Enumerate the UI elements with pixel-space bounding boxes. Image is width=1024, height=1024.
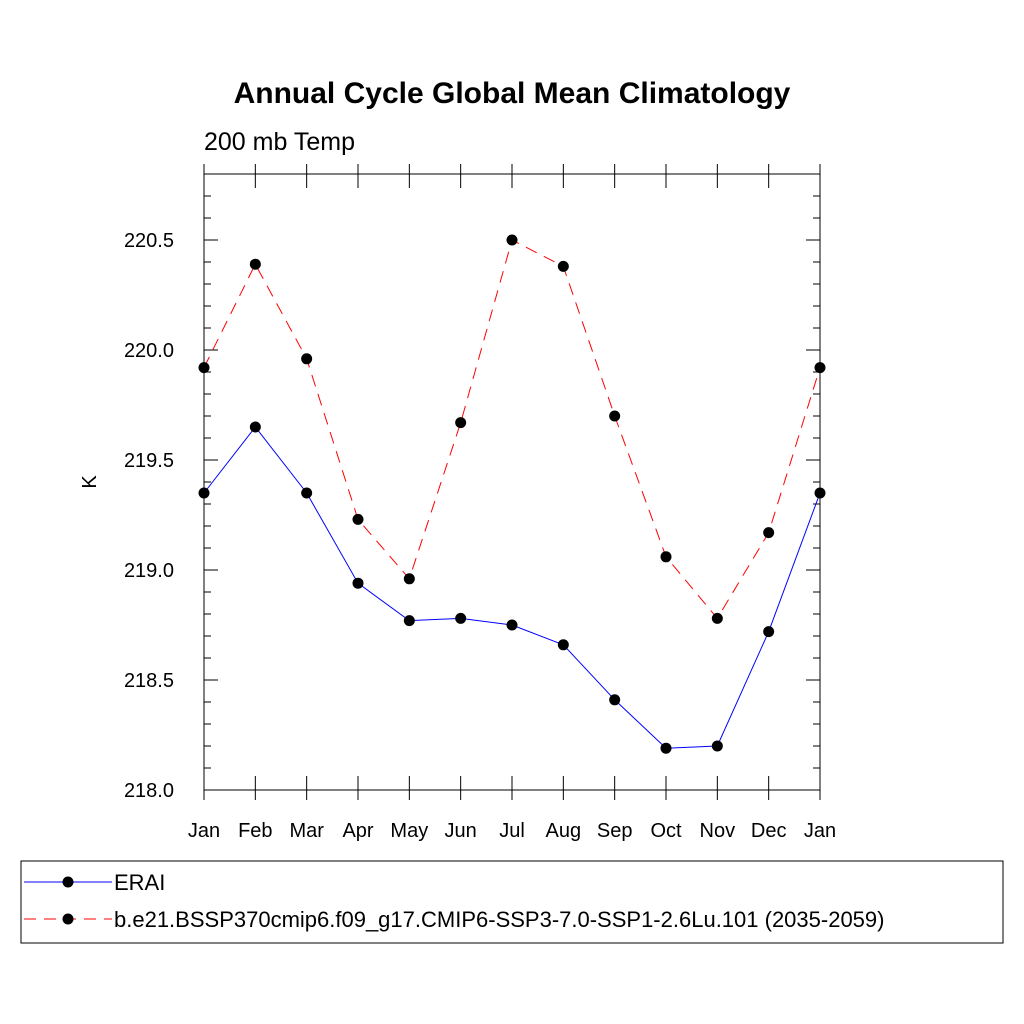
y-tick-label: 218.5 — [124, 670, 174, 692]
data-point-erai — [403, 615, 415, 627]
data-point-erai — [249, 421, 261, 433]
x-tick-label: Apr — [342, 820, 373, 842]
plot-frame — [203, 173, 821, 791]
data-point-erai — [557, 639, 569, 651]
series-layer — [198, 234, 826, 754]
series-line-erai — [203, 426, 821, 749]
data-point-erai — [660, 742, 672, 754]
legend-marker-erai — [62, 876, 74, 888]
chart-title: Annual Cycle Global Mean Climatology — [234, 77, 791, 110]
x-tick-label: Jan — [804, 820, 836, 842]
data-point-erai — [763, 626, 775, 638]
data-point-model — [403, 573, 415, 585]
legend-box — [20, 860, 1004, 944]
legend-marker-model — [62, 913, 74, 925]
data-point-erai — [455, 612, 467, 624]
chart-subtitle: 200 mb Temp — [204, 128, 355, 156]
y-tick-label: 219.5 — [124, 450, 174, 472]
y-tick-label: 219.0 — [124, 560, 174, 582]
data-point-erai — [301, 487, 313, 499]
data-point-erai — [352, 577, 364, 589]
legend: ERAI b.e21.BSSP370cmip6.f09_g17.CMIP6-SS… — [20, 860, 1004, 944]
x-tick-label: Nov — [700, 820, 736, 842]
data-point-model — [660, 551, 672, 563]
x-tick-label: Oct — [650, 820, 682, 842]
x-tick-label: Feb — [238, 820, 272, 842]
data-point-model — [557, 260, 569, 272]
data-point-erai — [609, 694, 621, 706]
x-tick-label: Jul — [499, 820, 525, 842]
data-point-model — [711, 612, 723, 624]
legend-label-erai: ERAI — [114, 870, 165, 895]
data-point-erai — [506, 619, 518, 631]
data-point-model — [763, 527, 775, 539]
data-point-model — [249, 258, 261, 270]
data-point-erai — [814, 487, 826, 499]
data-point-model — [814, 362, 826, 374]
y-axis-label: K — [79, 475, 101, 489]
x-tick-label: Dec — [751, 820, 787, 842]
data-point-model — [609, 410, 621, 422]
axes: 218.0 218.5 219.0 219.5 220.0 220.5 Jan Feb Mar A… — [124, 164, 836, 842]
legend-label-model: b.e21.BSSP370cmip6.f09_g17.CMIP6-SSP3-7.… — [114, 907, 884, 932]
data-point-model — [352, 513, 364, 525]
data-point-erai — [198, 487, 210, 499]
x-tick-label: May — [390, 820, 428, 842]
x-tick-label: Sep — [597, 820, 633, 842]
data-point-model — [301, 353, 313, 365]
data-point-model — [506, 234, 518, 246]
y-tick-label: 220.0 — [124, 340, 174, 362]
data-point-erai — [711, 740, 723, 752]
series-line-model — [203, 239, 821, 620]
x-tick-label: Mar — [289, 820, 324, 842]
y-tick-label: 220.5 — [124, 230, 174, 252]
x-tick-label: Aug — [546, 820, 582, 842]
data-point-model — [455, 417, 467, 429]
data-point-model — [198, 362, 210, 374]
y-tick-label: 218.0 — [124, 780, 174, 802]
x-tick-label: Jan — [188, 820, 220, 842]
x-tick-label: Jun — [445, 820, 477, 842]
